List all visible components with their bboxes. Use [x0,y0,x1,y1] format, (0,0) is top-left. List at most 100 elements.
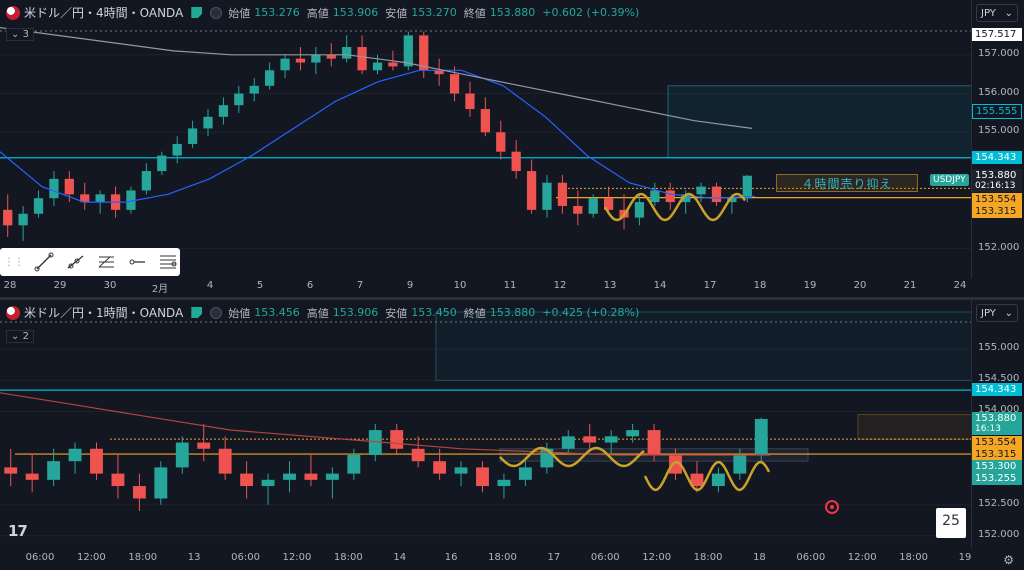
symbol-tag: USDJPY [930,174,969,186]
open-label: 始値 [228,6,251,20]
calendar-icon[interactable]: 25 [936,508,966,538]
low-value: 153.270 [411,6,457,19]
candle-body [372,62,383,71]
chart-1h-plot[interactable] [0,300,972,548]
candle-body [126,190,136,210]
x-tick-label: 30 [103,280,117,291]
open-label: 始値 [228,306,251,320]
x-tick-label: 20 [853,280,867,291]
open-value: 153.276 [254,6,300,19]
y-tick-label: 152.500 [978,497,1020,509]
chart-pane-4h[interactable]: 米ドル／円・4時間・OANDA 始値 153.276 高値 153.906 安値 15… [0,0,1024,298]
pane-divider[interactable] [0,297,1024,301]
x-tick-label: 06:00 [796,552,826,563]
candle-body [754,418,768,455]
visibility-dot-icon[interactable] [210,6,223,19]
trend-line-tool-icon[interactable] [32,251,55,273]
symbol-title[interactable]: 米ドル／円・4時間・OANDA [24,6,184,20]
price-tag: 153.554 [972,435,1022,449]
x-tick-label: 06:00 [590,552,620,563]
price-tag: 153.880 02:16:13 [972,168,1022,192]
moving-average-grey [0,27,753,129]
y-tick-label: 155.000 [978,342,1020,354]
x-tick-label: 12:00 [282,552,312,563]
candle-body [326,54,336,59]
indicator-collapse-button[interactable]: ⌄ 2 [6,330,34,343]
candle-body [218,105,229,117]
candle-body [172,143,182,156]
candle-body [711,473,725,487]
x-tick-label: 16 [444,552,458,563]
candle-body [47,461,61,480]
ray-tool-icon[interactable] [63,251,86,273]
time-axis-4h[interactable]: 28 29 30 2月 4 5 6 7 9 10 11 12 13 14 17 18 19 20 21 24 [0,280,972,296]
x-tick-label: 9 [406,280,414,291]
x-tick-label: 28 [3,280,17,291]
annotation-box[interactable]: ４時間売り抑え [776,174,918,192]
x-tick-label: 14 [393,552,407,563]
price-tag: 153.880 16:13 [972,411,1022,435]
x-tick-label: 12:00 [847,552,877,563]
candle-body [280,58,290,71]
price-axis-1h[interactable]: 155.000 154.500 154.000 152.500 152.000 154.3… [971,300,1024,548]
chevron-down-icon: ⌄ [1004,7,1013,19]
candle-body [390,430,404,449]
x-tick-label: 18 [753,552,766,563]
candle-body [465,93,475,110]
x-tick-label: 12 [553,280,567,291]
candle-body [583,436,597,443]
candle-body [480,109,490,133]
price-tag: 153.315 [972,447,1022,461]
economic-event-icon[interactable] [825,500,839,514]
legend-4h: 米ドル／円・4時間・OANDA 始値 153.276 高値 153.906 安値 15… [6,4,639,21]
currency-select-4h[interactable]: JPY ⌄ [976,4,1018,22]
candle-body [665,190,675,203]
tradingview-logo[interactable]: 17 [8,522,28,540]
x-tick-label: 06:00 [25,552,55,563]
y-tick-label: 156.000 [978,86,1020,98]
visibility-dot-icon[interactable] [210,306,223,319]
candle-body [64,178,74,195]
annotation-text: ４時間売り抑え [801,177,893,191]
currency-select-1h[interactable]: JPY ⌄ [976,304,1018,322]
high-value: 153.906 [332,6,379,19]
x-tick-label: 17 [547,552,561,563]
y-tick-label: 157.000 [978,47,1020,59]
candle-body [518,467,532,480]
price-tag: 154.343 [972,150,1022,164]
indicator-collapse-button[interactable]: ⌄ 3 [6,28,34,41]
parallel-lines-tool-icon[interactable] [157,251,180,273]
symbol-title[interactable]: 米ドル／円・1時間・OANDA [24,306,184,320]
time-axis-1h[interactable]: 06:00 12:00 18:00 13 06:00 12:00 18:00 14 16 18:0… [0,552,972,568]
candle-body [742,175,752,199]
x-tick-label: 6 [306,280,314,291]
x-tick-label: 19 [803,280,817,291]
drag-handle-icon[interactable]: ⋮⋮ [4,256,24,268]
candle-body [68,448,82,462]
candle-body [650,190,660,203]
candle-body [265,70,275,86]
candle-body [542,182,552,210]
fib-tool-icon[interactable] [94,251,117,273]
broker-icon [191,307,203,318]
drawing-toolbar[interactable]: ⋮⋮ [0,248,180,276]
chart-pane-1h[interactable]: 米ドル／円・1時間・OANDA 始値 153.456 高値 153.906 安値 15… [0,300,1024,570]
high-value: 153.906 [332,306,379,319]
x-tick-label: 18:00 [899,552,929,563]
candle-body [325,473,339,480]
close-value: 153.880 [489,6,536,19]
price-tag: 157.517 [972,27,1022,41]
broker-icon [191,7,203,18]
gear-icon[interactable]: ⚙ [1003,553,1014,567]
candle-body [626,430,640,437]
candle-body [261,479,275,487]
horizontal-ray-tool-icon[interactable] [126,251,149,273]
candle-body [95,194,105,203]
x-tick-label: 24 [953,280,967,291]
chart-4h-plot[interactable] [0,0,972,278]
price-axis-4h[interactable]: 157.000 156.000 155.000 152.000 157.517 155.5… [971,0,1024,278]
candle-body [434,70,444,75]
candle-body [388,62,398,67]
candle-body [111,473,125,487]
x-tick-label: 4 [206,280,214,291]
